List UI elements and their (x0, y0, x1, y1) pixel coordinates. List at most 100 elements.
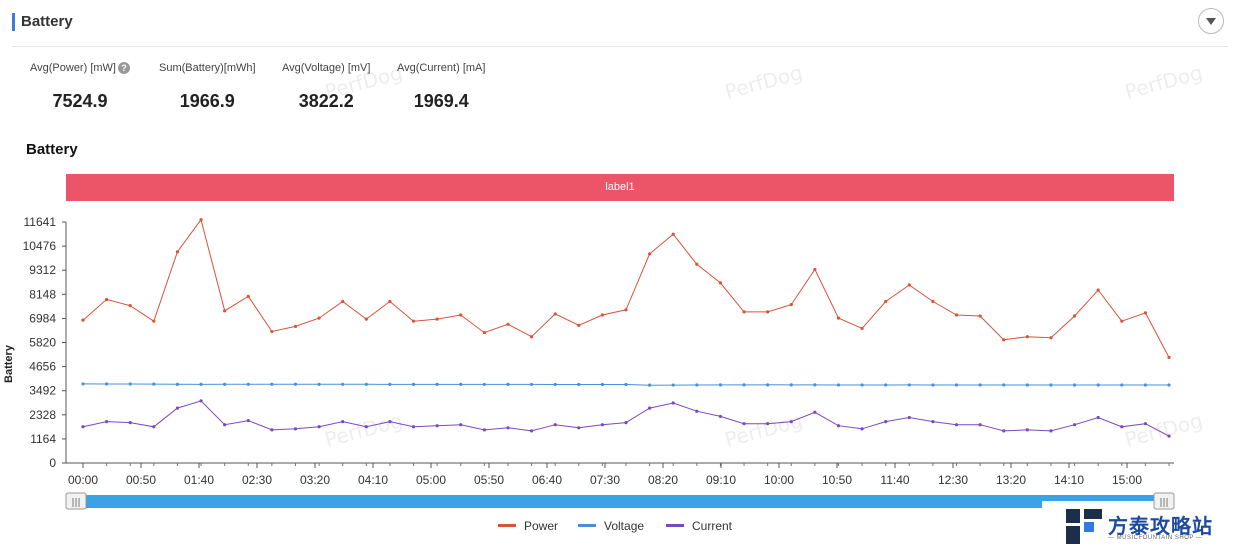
data-point-voltage (223, 382, 227, 386)
legend-swatch-current[interactable] (666, 524, 684, 527)
data-point-current (199, 399, 203, 403)
stat-label: Avg(Current) [mA] (397, 62, 486, 74)
data-point-current (364, 425, 368, 429)
data-point-current (388, 419, 392, 424)
stat-avg-current: Avg(Current) [mA] 1969.4 (397, 62, 485, 112)
grip-icon: ||| (71, 498, 80, 508)
data-point-power (459, 313, 463, 317)
data-point-voltage (506, 382, 510, 386)
data-point-power (199, 218, 203, 222)
data-point-current (459, 423, 463, 427)
legend-label-current[interactable]: Current (692, 519, 733, 533)
series-line-current (82, 400, 1170, 437)
data-point-power (718, 281, 723, 285)
stat-label: Sum(Battery)[mWh] (159, 62, 256, 74)
legend-label-power[interactable]: Power (524, 519, 558, 533)
stat-avg-voltage: Avg(Voltage) [mV] 3822.2 (282, 62, 370, 112)
legend-swatch-power[interactable] (498, 524, 516, 527)
data-point-power (860, 326, 864, 331)
data-point-current (1002, 429, 1006, 433)
data-point-voltage (1025, 383, 1029, 387)
x-tick-label: 13:20 (996, 473, 1026, 487)
stat-value: 7524.9 (52, 91, 108, 112)
x-tick-label: 01:40 (184, 473, 214, 487)
label-bar[interactable]: label1 (66, 174, 1174, 201)
zoom-handle-left[interactable] (65, 492, 87, 510)
chevron-down-icon (1206, 18, 1216, 25)
x-tick-label: 11:40 (880, 473, 909, 487)
data-point-current (742, 422, 746, 426)
data-point-power (978, 314, 982, 318)
x-tick-label: 10:50 (822, 473, 852, 487)
data-point-voltage (671, 383, 675, 387)
zoom-slider-gap (1042, 501, 1164, 508)
data-point-voltage (648, 383, 652, 387)
data-point-current (577, 426, 581, 430)
data-point-current (1120, 425, 1124, 429)
collapse-button[interactable] (1198, 8, 1224, 34)
data-point-current (246, 418, 250, 423)
data-point-power (600, 313, 604, 317)
data-point-current (766, 422, 770, 426)
section-header: Battery (12, 8, 1228, 47)
data-point-power (175, 250, 180, 254)
y-tick-label: 11641 (24, 215, 57, 229)
x-tick-label: 06:40 (532, 473, 562, 487)
y-tick-label: 8148 (29, 287, 56, 301)
data-point-current (1072, 423, 1077, 427)
data-point-power (270, 329, 274, 334)
data-point-power (907, 283, 911, 287)
data-point-power (1002, 338, 1006, 342)
data-point-current (317, 425, 321, 429)
data-point-voltage (529, 382, 534, 387)
data-point-voltage (411, 382, 416, 386)
legend-swatch-voltage[interactable] (578, 524, 596, 527)
data-point-current (836, 424, 841, 428)
y-tick-label: 5820 (29, 336, 56, 350)
data-point-power (341, 299, 345, 304)
data-point-voltage (931, 383, 935, 387)
y-axis-label: Battery (3, 344, 15, 383)
data-point-power (766, 310, 770, 314)
data-point-power (152, 319, 156, 323)
help-icon[interactable]: ? (117, 62, 130, 75)
data-point-power (954, 313, 959, 317)
data-point-voltage (718, 383, 723, 387)
data-point-power (246, 294, 250, 298)
x-tick-label: 07:30 (590, 473, 620, 487)
data-point-voltage (293, 382, 298, 386)
y-tick-label: 1164 (30, 432, 56, 446)
section-title: Battery (21, 13, 73, 30)
zoom-slider-track[interactable] (80, 495, 1164, 508)
stat-label: Avg(Power) [mW] (30, 62, 116, 74)
y-tick-label: 3492 (29, 384, 56, 398)
y-tick-label: 9312 (29, 263, 56, 277)
x-tick-label: 09:10 (706, 473, 736, 487)
data-point-power (293, 324, 298, 328)
data-point-current (411, 425, 416, 429)
data-point-power (1025, 335, 1029, 339)
data-point-voltage (907, 383, 911, 387)
data-point-power (789, 303, 793, 307)
data-point-voltage (364, 382, 368, 386)
data-point-voltage (128, 382, 132, 386)
data-point-current (718, 414, 723, 419)
x-tick-label: 10:00 (764, 473, 794, 487)
x-tick-label: 02:30 (242, 473, 272, 487)
data-point-power (435, 317, 439, 321)
legend-label-voltage[interactable]: Voltage (604, 519, 644, 533)
data-point-voltage (459, 382, 463, 386)
data-point-power (81, 318, 85, 322)
data-point-power (128, 304, 132, 308)
grip-icon: ||| (1159, 498, 1168, 508)
data-point-voltage (742, 383, 746, 387)
zoom-handle-right[interactable] (1153, 492, 1175, 510)
data-point-current (105, 419, 109, 424)
data-point-current (954, 423, 959, 427)
data-point-voltage (388, 382, 392, 386)
data-point-current (884, 419, 888, 424)
data-point-current (553, 423, 557, 427)
x-tick-label: 14:10 (1054, 473, 1084, 487)
y-tick-label: 0 (49, 456, 56, 470)
